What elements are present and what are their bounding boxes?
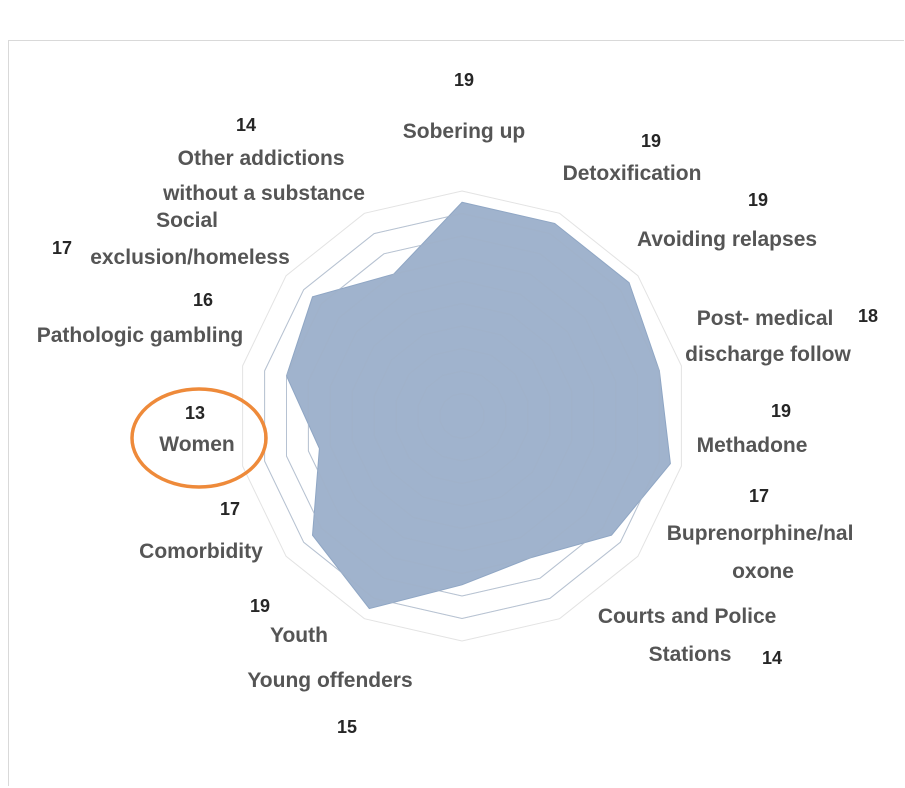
category-label-avoiding-relapses: Avoiding relapses <box>637 228 817 251</box>
value-label-buprenorphine-naloxone: 17 <box>749 486 769 506</box>
value-label-pathologic-gambling: 16 <box>193 290 213 310</box>
category-label-post-medical-discharge: Post- medical discharge follow <box>685 307 851 366</box>
category-label-youth: Youth <box>270 624 328 647</box>
value-label-young-offenders: 15 <box>337 717 357 737</box>
category-label-women: Women <box>159 433 234 456</box>
category-label-social-exclusion: Social exclusion/homeless <box>90 209 290 269</box>
value-label-methadone: 19 <box>771 401 791 421</box>
category-label-detoxification: Detoxification <box>563 162 702 185</box>
value-label-social-exclusion: 17 <box>52 238 72 258</box>
women-highlight-circle <box>130 387 268 489</box>
grid-ring-overlay <box>395 347 529 485</box>
grid-ring-overlay <box>286 235 638 597</box>
grid-ring-overlay <box>373 325 551 507</box>
grid-ring-overlay <box>439 392 485 440</box>
grid-ring-overlay <box>417 370 507 462</box>
category-label-methadone: Methadone <box>697 434 808 457</box>
radar-grid-overlay <box>264 212 660 620</box>
category-label-other-addictions: Other addictions without a substance <box>162 147 365 205</box>
value-label-other-addictions: 14 <box>236 115 256 135</box>
category-label-comorbidity: Comorbidity <box>139 540 263 563</box>
value-label-comorbidity: 17 <box>220 499 240 519</box>
grid-ring-overlay <box>264 212 660 620</box>
series-area <box>285 201 671 610</box>
category-label-young-offenders: Young offenders <box>247 669 412 692</box>
grid-ring-overlay <box>351 302 573 530</box>
category-label-courts-police: Courts and Police Stations <box>598 605 782 666</box>
category-label-pathologic-gambling: Pathologic gambling <box>37 324 244 347</box>
grid-ring-overlay <box>329 280 595 552</box>
chart-frame <box>8 40 904 786</box>
category-label-buprenorphine-naloxone: Buprenorphine/nal oxone <box>667 522 860 583</box>
value-label-detoxification: 19 <box>641 131 661 151</box>
value-label-avoiding-relapses: 19 <box>748 190 768 210</box>
value-label-post-medical-discharge: 18 <box>858 306 878 326</box>
grid-ring-overlay <box>307 257 617 575</box>
value-label-youth: 19 <box>250 596 270 616</box>
value-label-sobering-up: 19 <box>454 70 474 90</box>
grid-ring <box>242 190 682 642</box>
value-label-women: 13 <box>185 403 205 423</box>
category-label-sobering-up: Sobering up <box>403 120 526 143</box>
value-label-courts-police: 14 <box>762 648 782 668</box>
